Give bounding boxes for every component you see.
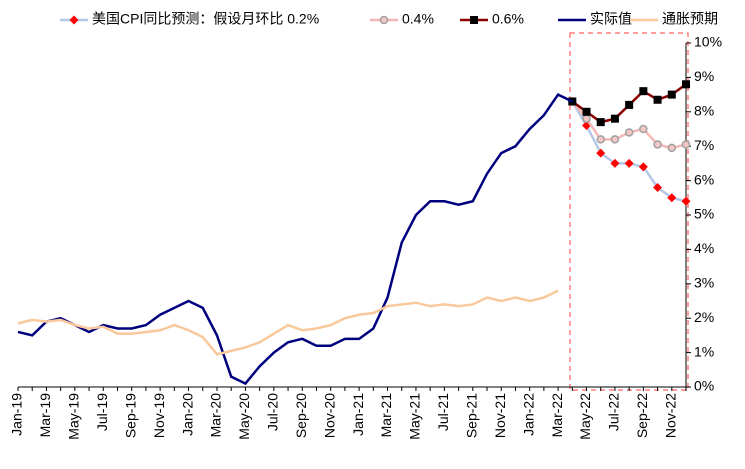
x-tick-label: May-22 bbox=[577, 393, 593, 440]
y-tick-label: 2% bbox=[694, 309, 714, 325]
legend-label: 0.4% bbox=[402, 11, 434, 27]
legend-marker bbox=[379, 15, 389, 25]
x-tick-label: Sep-19 bbox=[122, 393, 138, 438]
series-line bbox=[17, 289, 559, 356]
y-tick-label: 6% bbox=[694, 171, 714, 187]
marker bbox=[582, 114, 591, 123]
x-tick-label: May-19 bbox=[66, 393, 82, 440]
y-tick-label: 8% bbox=[694, 103, 714, 119]
legend-marker bbox=[470, 16, 478, 24]
y-tick-label: 0% bbox=[694, 378, 714, 394]
x-tick-label: Sep-20 bbox=[293, 393, 309, 438]
x-tick-label: Jan-21 bbox=[350, 393, 366, 436]
legend-label: 实际值 bbox=[590, 11, 632, 27]
x-tick-label: Mar-20 bbox=[208, 393, 224, 438]
y-tick-label: 5% bbox=[694, 206, 714, 222]
x-tick-label: May-21 bbox=[407, 393, 423, 440]
y-tick-label: 9% bbox=[694, 68, 714, 84]
marker bbox=[624, 158, 634, 168]
x-tick-label: Jan-22 bbox=[520, 393, 536, 436]
marker bbox=[667, 143, 677, 153]
x-tick-label: Nov-22 bbox=[662, 393, 678, 438]
y-tick-label: 3% bbox=[694, 275, 714, 291]
x-tick-label: Jul-22 bbox=[606, 393, 622, 431]
marker bbox=[610, 158, 620, 168]
marker bbox=[596, 135, 605, 144]
legend-label: 0.6% bbox=[492, 11, 524, 27]
x-tick-label: Mar-19 bbox=[37, 393, 53, 438]
series-line bbox=[17, 93, 573, 386]
y-tick-label: 1% bbox=[694, 343, 714, 359]
marker bbox=[653, 140, 662, 149]
marker bbox=[596, 118, 605, 127]
marker bbox=[610, 135, 620, 144]
y-tick-label: 7% bbox=[694, 137, 714, 153]
marker bbox=[639, 124, 648, 134]
legend-label: 美国CPI同比预测：假设月环比 0.2% bbox=[92, 11, 319, 27]
marker bbox=[596, 148, 606, 158]
marker bbox=[667, 193, 677, 203]
marker bbox=[681, 140, 691, 149]
x-tick-label: Mar-22 bbox=[549, 393, 565, 438]
marker bbox=[653, 182, 663, 192]
x-tick-label: Nov-21 bbox=[492, 393, 508, 438]
marker bbox=[582, 107, 591, 116]
marker bbox=[653, 95, 662, 104]
x-tick-label: May-20 bbox=[236, 393, 252, 440]
marker bbox=[638, 162, 648, 172]
marker bbox=[682, 80, 690, 89]
marker bbox=[610, 114, 619, 123]
x-tick-label: Jan-20 bbox=[179, 393, 195, 436]
marker bbox=[639, 87, 648, 96]
x-tick-label: Mar-21 bbox=[378, 393, 394, 438]
y-tick-label: 4% bbox=[694, 240, 714, 256]
marker bbox=[624, 128, 634, 137]
forecast-box bbox=[569, 32, 689, 391]
x-tick-label: Jul-20 bbox=[265, 393, 281, 431]
marker bbox=[625, 100, 634, 109]
marker bbox=[681, 196, 691, 206]
x-tick-label: Sep-21 bbox=[464, 393, 480, 438]
marker bbox=[667, 90, 676, 99]
x-tick-label: Jul-19 bbox=[94, 393, 110, 431]
y-tick-label: 10% bbox=[694, 34, 722, 50]
x-tick-label: Nov-20 bbox=[321, 393, 337, 438]
x-tick-label: Nov-19 bbox=[151, 393, 167, 438]
x-tick-label: Jul-21 bbox=[435, 393, 451, 431]
legend-marker bbox=[69, 15, 79, 25]
legend-label: 通胀预期 bbox=[662, 11, 718, 27]
x-tick-label: Sep-22 bbox=[634, 393, 650, 438]
x-tick-label: Jan-19 bbox=[9, 393, 25, 436]
